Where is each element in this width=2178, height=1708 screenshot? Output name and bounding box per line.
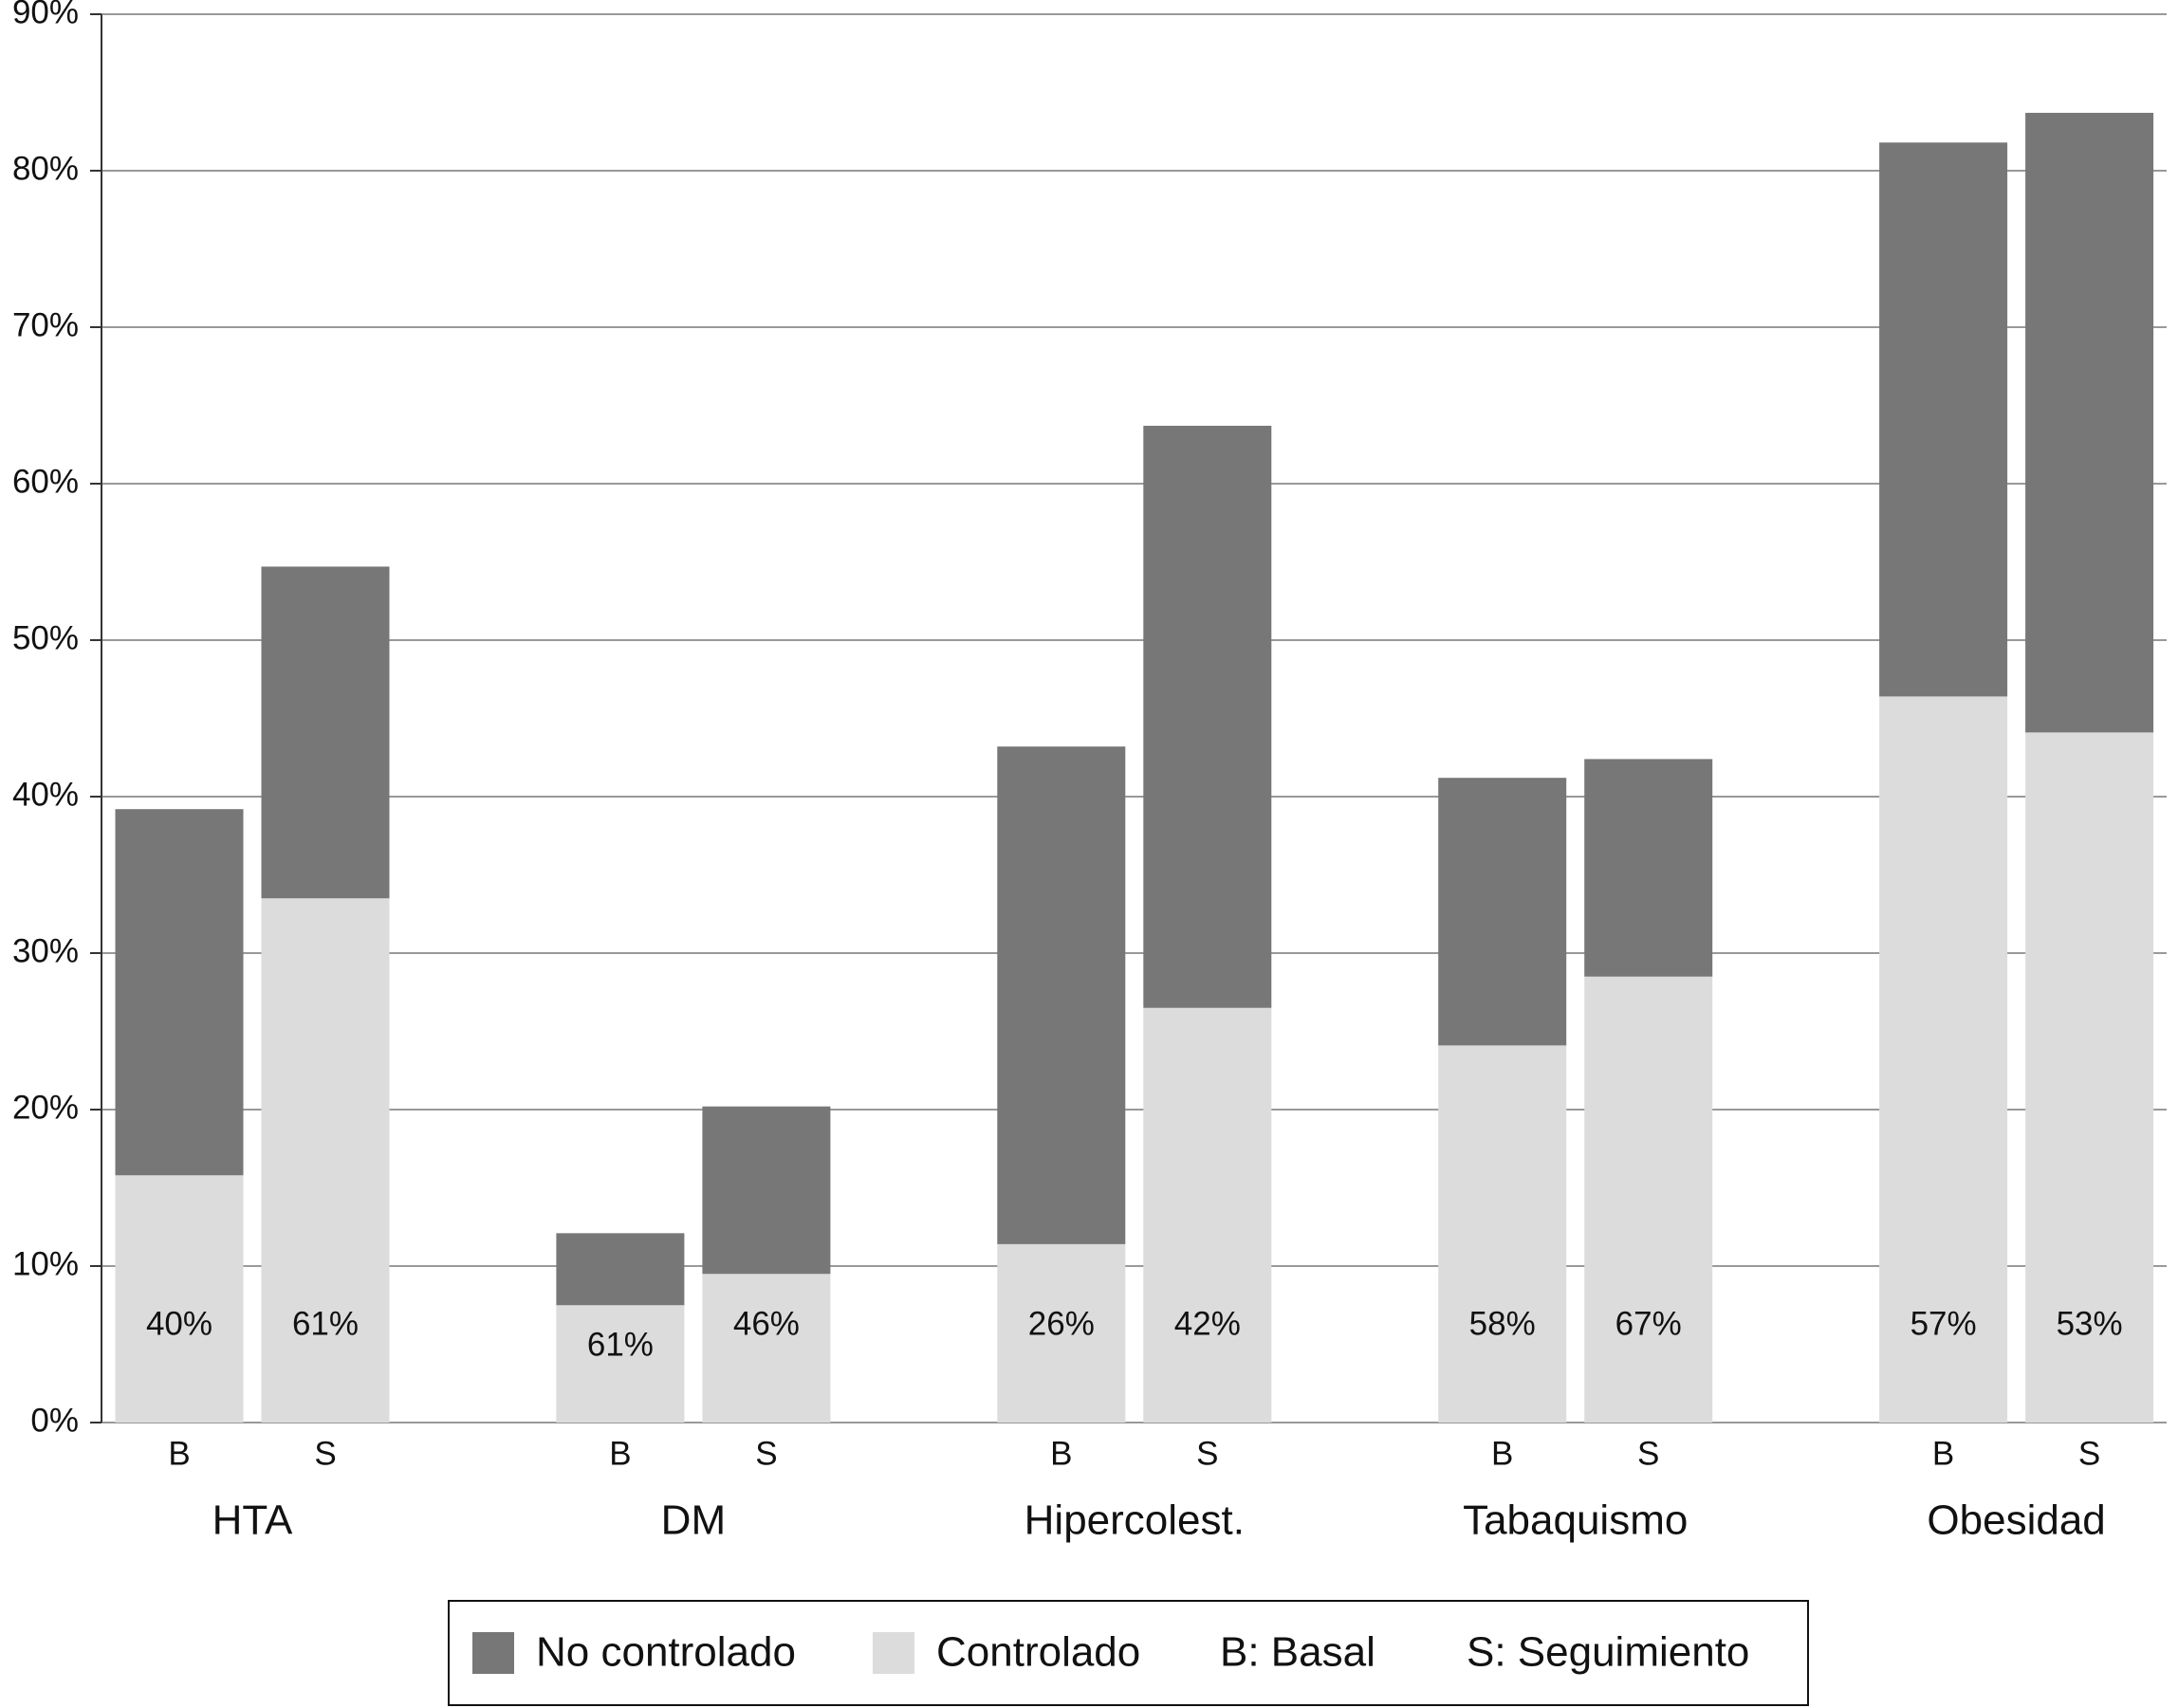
x-tick-label: S <box>1637 1435 1659 1472</box>
bar-segment <box>2025 112 2154 733</box>
bar-segment <box>115 1175 244 1423</box>
percent-label: 57% <box>1910 1305 1977 1342</box>
legend-box <box>448 1600 1809 1706</box>
y-tick-label: 50% <box>12 619 79 656</box>
bar-segment <box>1438 1045 1567 1423</box>
y-tick-label: 30% <box>12 932 79 969</box>
bar-segment <box>261 898 390 1423</box>
percent-label: 40% <box>146 1305 212 1342</box>
group-label: Tabaquismo <box>1463 1497 1688 1544</box>
bar-segment <box>2025 732 2154 1423</box>
group-label: Hipercolest. <box>1024 1497 1245 1544</box>
percent-label: 61% <box>292 1305 359 1342</box>
x-tick-label: S <box>2078 1435 2100 1472</box>
bar-segment <box>1143 1007 1272 1423</box>
bar-segment <box>115 809 244 1176</box>
bar-segment <box>261 566 390 899</box>
percent-label: 26% <box>1028 1305 1095 1342</box>
y-tick-label: 20% <box>12 1089 79 1126</box>
bar-segment <box>702 1274 831 1423</box>
bar-segment <box>556 1233 685 1306</box>
y-tick-label: 60% <box>12 463 79 500</box>
percent-label: 58% <box>1469 1305 1536 1342</box>
bar-segment <box>1584 976 1713 1423</box>
legend-label: No controlado <box>536 1629 796 1676</box>
y-tick-label: 70% <box>12 306 79 343</box>
percent-label: 61% <box>587 1326 654 1363</box>
legend-swatch <box>873 1632 914 1674</box>
y-tick-label: 90% <box>12 0 79 30</box>
x-tick-label: B <box>1932 1435 1954 1472</box>
legend-note: S: Seguimiento <box>1467 1629 1749 1676</box>
legend-label: Controlado <box>936 1629 1140 1676</box>
x-tick-label: B <box>168 1435 190 1472</box>
bar-segment <box>1584 759 1713 977</box>
x-tick-label: B <box>1491 1435 1513 1472</box>
legend-note: B: Basal <box>1220 1629 1375 1676</box>
y-tick-label: 0% <box>30 1402 79 1439</box>
bar-segment <box>1879 142 2008 697</box>
bar-segment <box>997 1243 1126 1423</box>
x-tick-label: B <box>1050 1435 1072 1472</box>
bar-segment <box>1143 425 1272 1008</box>
y-tick-label: 10% <box>12 1245 79 1282</box>
x-tick-label: S <box>1196 1435 1218 1472</box>
y-tick-label: 40% <box>12 776 79 813</box>
group-label: DM <box>661 1497 726 1544</box>
percent-label: 46% <box>733 1305 800 1342</box>
group-label: HTA <box>212 1497 293 1544</box>
bar-segment <box>556 1305 685 1423</box>
bar-segment <box>702 1106 831 1275</box>
percent-label: 53% <box>2057 1305 2123 1342</box>
legend-swatch <box>472 1632 514 1674</box>
bar-segment <box>1879 696 2008 1423</box>
bar-segment <box>1438 778 1567 1046</box>
x-tick-label: S <box>314 1435 336 1472</box>
percent-label: 42% <box>1174 1305 1241 1342</box>
x-tick-label: B <box>609 1435 631 1472</box>
x-tick-label: S <box>755 1435 777 1472</box>
percent-label: 67% <box>1615 1305 1682 1342</box>
y-tick-label: 80% <box>12 150 79 187</box>
bar-segment <box>997 746 1126 1244</box>
group-label: Obesidad <box>1927 1497 2105 1544</box>
